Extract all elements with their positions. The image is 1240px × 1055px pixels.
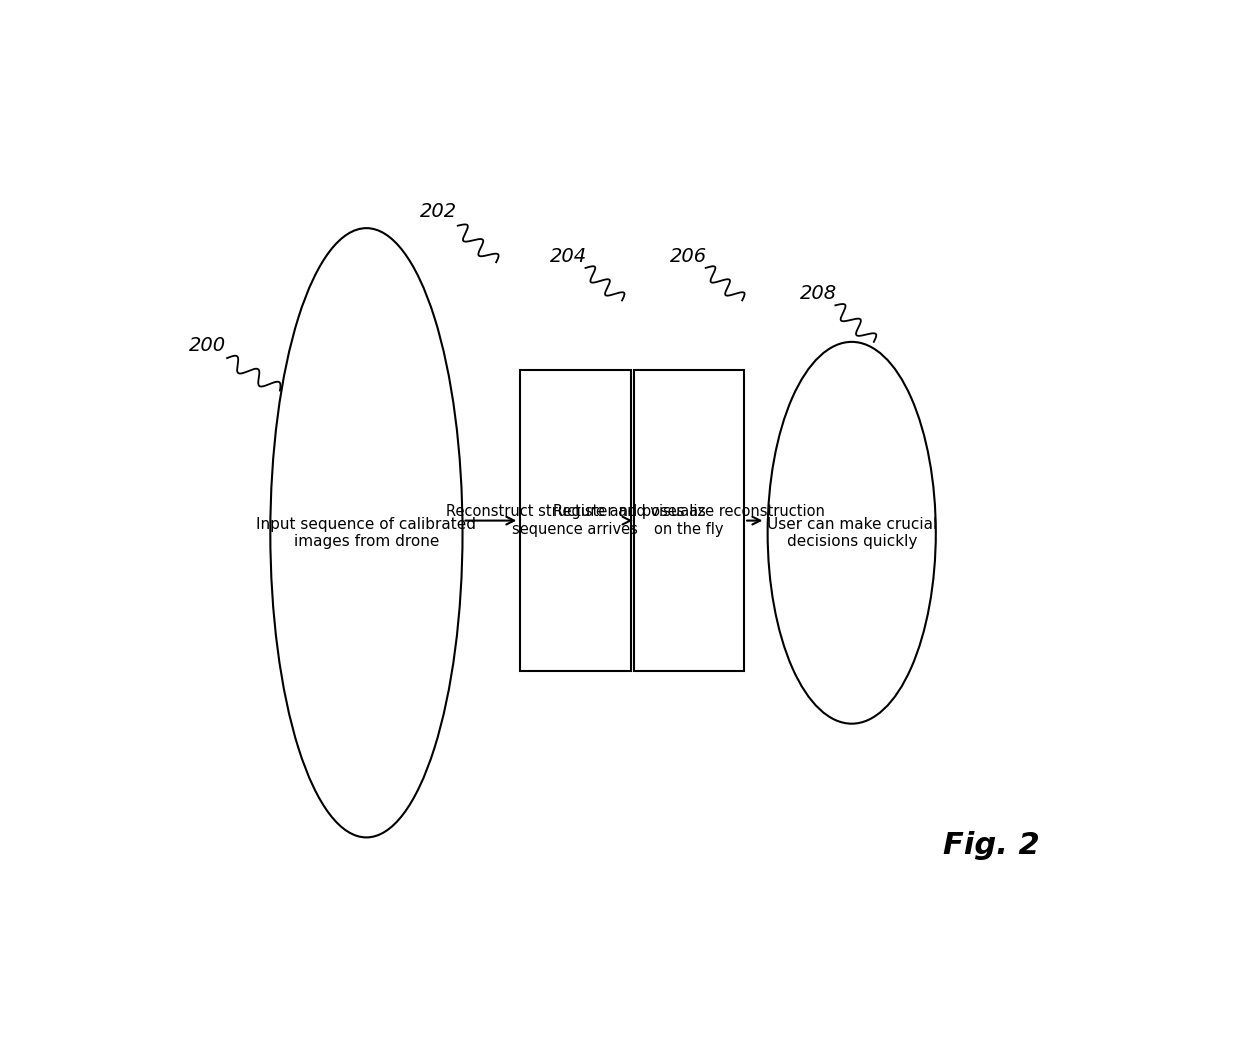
Text: 204: 204 <box>549 247 587 266</box>
Text: 206: 206 <box>670 247 707 266</box>
Ellipse shape <box>768 342 936 724</box>
Text: User can make crucial
decisions quickly: User can make crucial decisions quickly <box>766 517 937 549</box>
Text: Input sequence of calibrated
images from drone: Input sequence of calibrated images from… <box>257 517 476 549</box>
FancyBboxPatch shape <box>634 370 744 671</box>
Text: 200: 200 <box>190 337 227 356</box>
Text: Register and visualize reconstruction
on the fly: Register and visualize reconstruction on… <box>553 504 825 537</box>
Ellipse shape <box>270 228 463 838</box>
Text: Reconstruct structure and poses as
sequence arrives: Reconstruct structure and poses as seque… <box>445 504 706 537</box>
Text: 202: 202 <box>420 203 458 222</box>
Text: 208: 208 <box>800 284 837 303</box>
FancyBboxPatch shape <box>521 370 631 671</box>
Text: Fig. 2: Fig. 2 <box>942 831 1039 860</box>
